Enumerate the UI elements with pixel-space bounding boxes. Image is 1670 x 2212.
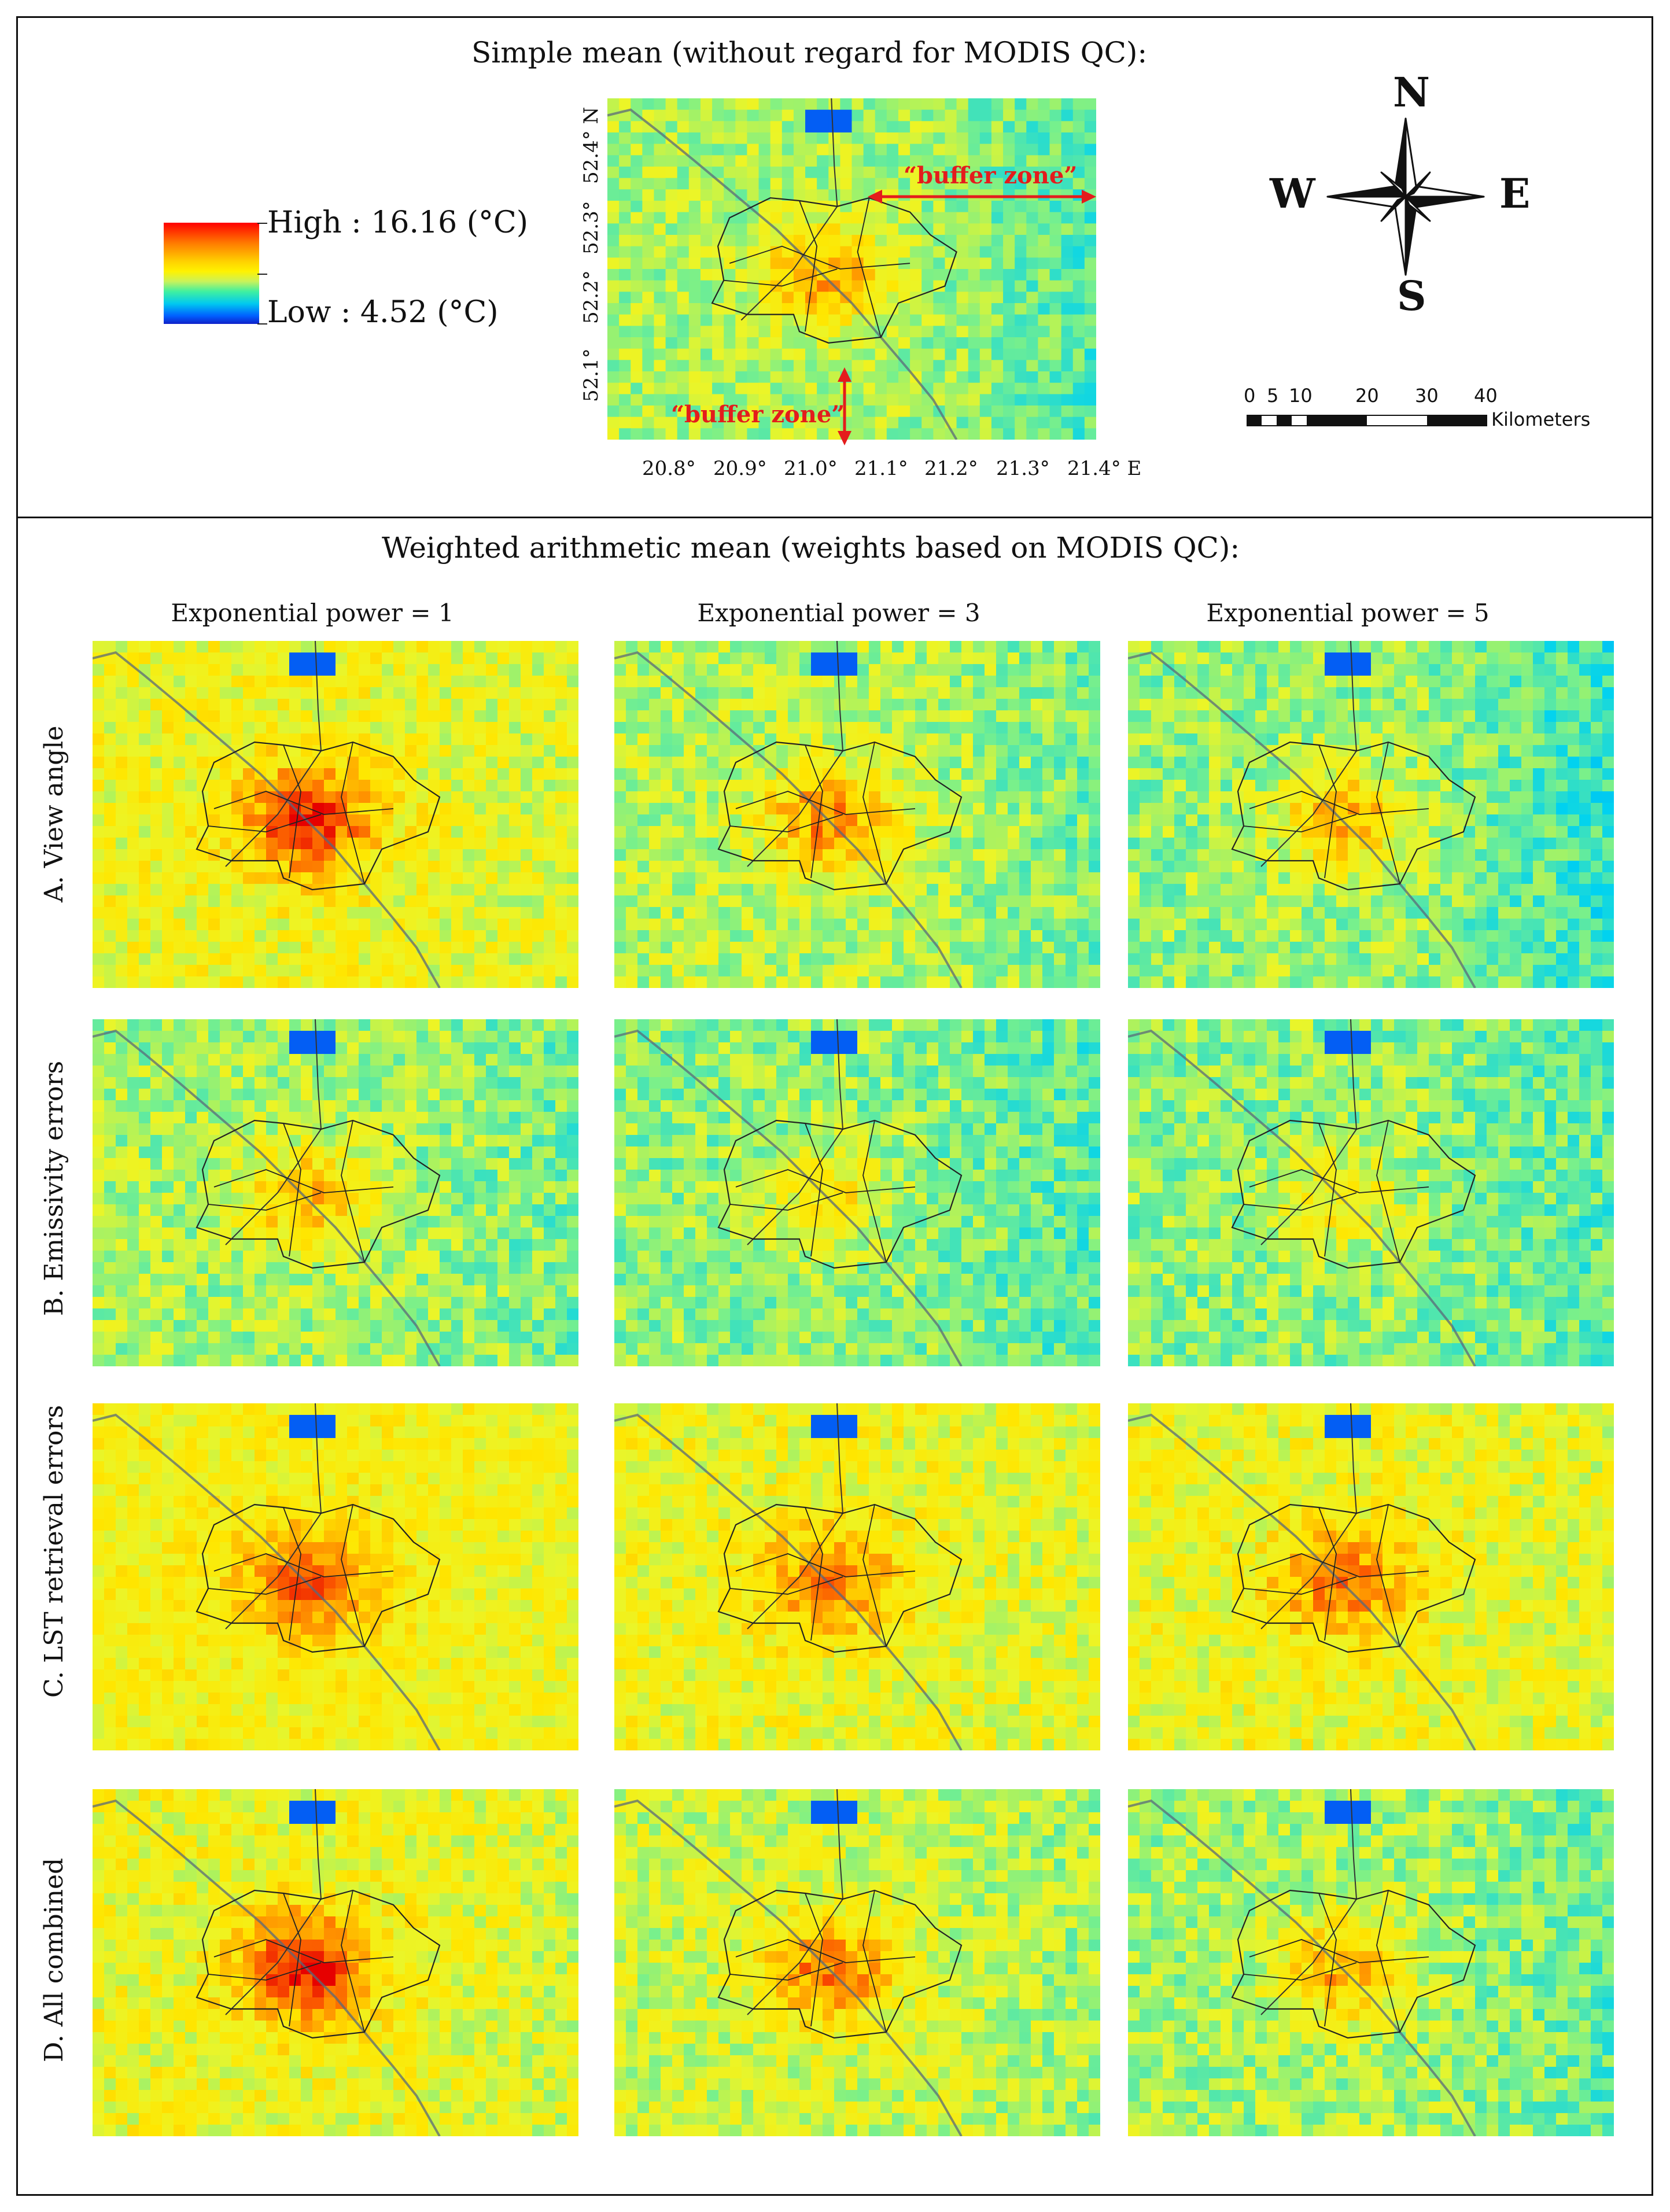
row-label-lst-retrieval-errors: C. LST retrieval errors xyxy=(39,1404,69,1698)
column-title-power-1: Exponential power = 1 xyxy=(171,599,454,627)
legend-low-label: Low : 4.52 (°C) xyxy=(267,295,499,330)
row-label-view-angle: A. View angle xyxy=(39,725,69,902)
lon-tick-21-2: 21.2° xyxy=(924,457,978,480)
scale-tick-5: 5 xyxy=(1267,385,1279,407)
bottom-panel xyxy=(16,517,1653,2196)
scale-tick-0: 0 xyxy=(1244,385,1256,407)
compass-rose-icon xyxy=(1326,117,1485,276)
map-all-combined-power-3 xyxy=(614,1789,1100,2136)
compass-s-label: S xyxy=(1397,272,1426,320)
scale-bar xyxy=(1247,415,1487,426)
map-emissivity-power-3 xyxy=(614,1019,1100,1366)
lon-tick-21-1: 21.1° xyxy=(854,457,908,480)
bottom-panel-title: Weighted arithmetic mean (weights based … xyxy=(382,531,1240,565)
map-view-angle-power-3 xyxy=(614,641,1100,988)
lon-tick-21-3: 21.3° xyxy=(996,457,1050,480)
column-title-power-5: Exponential power = 5 xyxy=(1206,599,1490,627)
compass-e-label: E xyxy=(1499,169,1531,217)
lat-tick-52-4: 52.4° N xyxy=(580,106,603,184)
scale-unit-label: Kilometers xyxy=(1491,408,1591,430)
scale-tick-30: 30 xyxy=(1415,385,1439,407)
compass-n-label: N xyxy=(1393,68,1430,116)
legend-high-label: High : 16.16 (°C) xyxy=(267,205,529,240)
buffer-zone-east-label: “buffer zone” xyxy=(904,162,1078,189)
lon-tick-21-0: 21.0° xyxy=(784,457,838,480)
lat-tick-52-3: 52.3° xyxy=(580,201,603,255)
map-lst-retrieval-power-1 xyxy=(93,1403,578,1750)
column-title-power-3: Exponential power = 3 xyxy=(697,599,980,627)
main-lst-map xyxy=(607,98,1096,440)
lon-tick-20-9: 20.9° xyxy=(713,457,767,480)
map-lst-retrieval-power-3 xyxy=(614,1403,1100,1750)
top-panel-title: Simple mean (without regard for MODIS QC… xyxy=(471,36,1148,69)
lon-tick-20-8: 20.8° xyxy=(642,457,696,480)
lon-tick-21-4: 21.4° E xyxy=(1067,457,1142,480)
buffer-zone-arrows xyxy=(838,190,1096,445)
row-label-emissivity-errors: B. Emissivity errors xyxy=(39,1060,69,1316)
map-emissivity-power-1 xyxy=(93,1019,578,1366)
map-view-angle-power-1 xyxy=(93,641,578,988)
map-lst-retrieval-power-5 xyxy=(1128,1403,1614,1750)
lat-tick-52-2: 52.2° xyxy=(580,270,603,324)
map-emissivity-power-5 xyxy=(1128,1019,1614,1366)
map-all-combined-power-5 xyxy=(1128,1789,1614,2136)
scale-tick-10: 10 xyxy=(1289,385,1313,407)
row-label-all-combined: D. All combined xyxy=(39,1857,69,2062)
legend-ticks xyxy=(257,223,267,325)
scale-tick-40: 40 xyxy=(1474,385,1498,407)
temperature-legend-bar xyxy=(164,223,259,324)
map-all-combined-power-1 xyxy=(93,1789,578,2136)
compass-w-label: W xyxy=(1270,169,1315,217)
lat-tick-52-1: 52.1° xyxy=(580,348,603,402)
buffer-zone-south-label: “buffer zone” xyxy=(671,401,845,428)
scale-tick-20: 20 xyxy=(1355,385,1379,407)
map-view-angle-power-5 xyxy=(1128,641,1614,988)
